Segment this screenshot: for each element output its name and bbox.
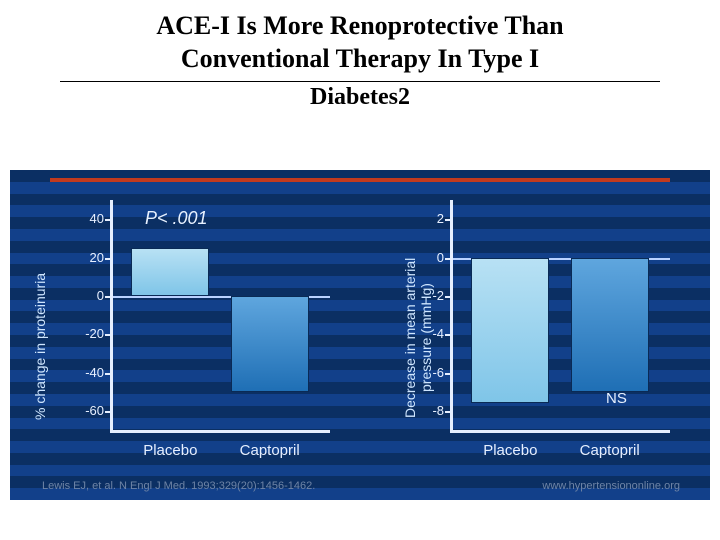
- left-y-axis: [110, 200, 113, 430]
- citation: Lewis EJ, et al. N Engl J Med. 1993;329(…: [42, 480, 315, 492]
- accent-rule: [50, 178, 670, 182]
- y-tick: -2: [412, 288, 444, 303]
- title-line-2: Conventional Therapy In Type I: [60, 43, 660, 76]
- y-tick-mark: [445, 334, 453, 336]
- x-label: Placebo: [461, 442, 559, 459]
- site-link: www.hypertensiononline.org: [542, 480, 680, 492]
- y-tick: 40: [72, 211, 104, 226]
- y-tick: -20: [72, 326, 104, 341]
- y-tick-mark: [445, 373, 453, 375]
- y-tick-mark: [445, 258, 453, 260]
- right-ns-label: NS: [606, 390, 627, 407]
- title-rule: [60, 81, 660, 82]
- title-line-1: ACE-I Is More Renoprotective Than: [60, 10, 660, 43]
- y-tick-mark: [105, 373, 113, 375]
- y-tick: 2: [412, 211, 444, 226]
- right-y-axis: [450, 200, 453, 430]
- right-x-axis: [450, 430, 670, 433]
- slide: ACE-I Is More Renoprotective Than Conven…: [0, 0, 720, 540]
- y-tick: 0: [72, 288, 104, 303]
- y-tick-mark: [445, 219, 453, 221]
- bar-placebo: [471, 258, 549, 404]
- y-tick: -60: [72, 403, 104, 418]
- y-tick: -40: [72, 365, 104, 380]
- chart-panel: % change in proteinuria 40200-20-40-60Pl…: [10, 170, 710, 500]
- y-tick-mark: [105, 334, 113, 336]
- title-block: ACE-I Is More Renoprotective Than Conven…: [0, 0, 720, 115]
- y-tick: -4: [412, 326, 444, 341]
- subtitle: Diabetes2: [60, 84, 660, 111]
- left-p-value: P< .001: [145, 208, 208, 229]
- bar-placebo: [131, 248, 209, 296]
- x-label: Captopril: [221, 442, 319, 459]
- left-plot: 40200-20-40-60PlaceboCaptopril: [110, 200, 330, 430]
- y-tick: -8: [412, 403, 444, 418]
- x-label: Captopril: [561, 442, 659, 459]
- right-plot: 20-2-4-6-8PlaceboCaptopril: [450, 200, 670, 430]
- y-tick-mark: [105, 296, 113, 298]
- y-tick-mark: [105, 219, 113, 221]
- bar-captopril: [231, 296, 309, 392]
- y-tick: 20: [72, 250, 104, 265]
- y-tick-mark: [445, 296, 453, 298]
- left-x-axis: [110, 430, 330, 433]
- y-tick-mark: [105, 411, 113, 413]
- y-tick: 0: [412, 250, 444, 265]
- y-tick: -6: [412, 365, 444, 380]
- bar-captopril: [571, 258, 649, 392]
- x-label: Placebo: [121, 442, 219, 459]
- y-tick-mark: [105, 258, 113, 260]
- left-y-axis-label: % change in proteinuria: [32, 273, 48, 420]
- y-tick-mark: [445, 411, 453, 413]
